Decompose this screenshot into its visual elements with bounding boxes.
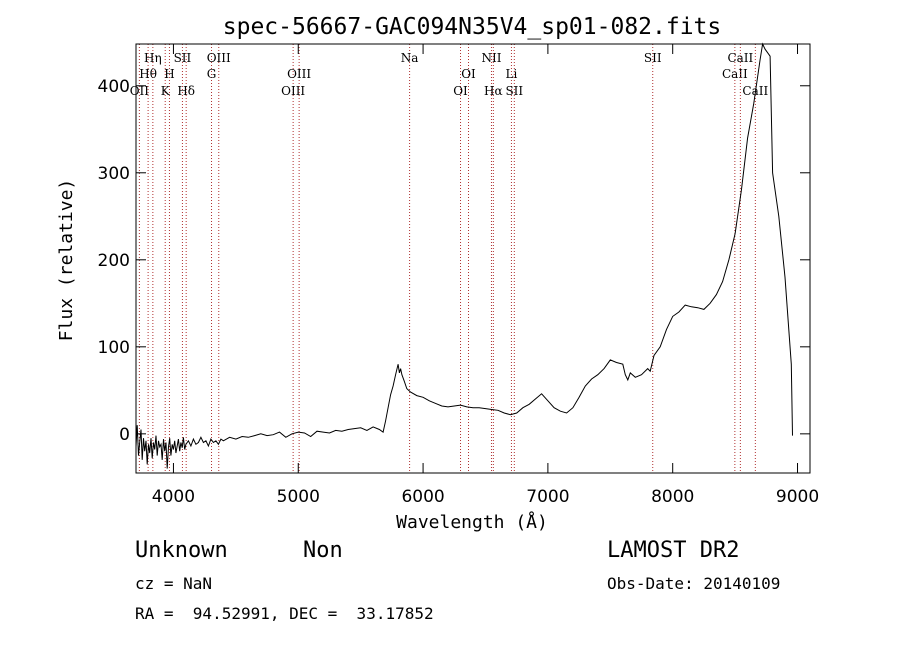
y-axis-label: Flux (relative) [56, 179, 77, 342]
marker-label-15: Hα [484, 84, 503, 98]
marker-label-6: Hδ [177, 84, 195, 98]
marker-label-1: Hη [144, 51, 162, 65]
marker-label-4: H [164, 67, 174, 81]
marker-label-13: OI [461, 67, 476, 81]
x-tick-label-5: 9000 [776, 487, 819, 507]
y-tick-label-0: 0 [119, 425, 130, 445]
survey-label: LAMOST DR2 [607, 538, 740, 563]
x-axis-ticks: 4000 5000 6000 7000 8000 9000 [152, 44, 819, 507]
x-tick-label-1: 5000 [277, 487, 320, 507]
spectral-line-markers: OIIHηHθKHSIIHδGOIIIOIIIOIIINaOIOINIIHαLi… [130, 44, 768, 473]
marker-label-14: NII [481, 51, 501, 65]
y-tick-label-3: 300 [98, 164, 130, 184]
class-label: Unknown [135, 538, 228, 563]
marker-label-9: OIII [281, 84, 305, 98]
marker-label-10: OIII [287, 67, 311, 81]
plot-frame [135, 43, 811, 474]
x-tick-label-2: 6000 [401, 487, 444, 507]
marker-label-7: G [207, 67, 217, 81]
marker-label-0: OII [130, 84, 150, 98]
marker-label-3: K [161, 84, 171, 98]
subclass-label: Non [303, 538, 343, 563]
y-tick-label-1: 100 [98, 338, 130, 358]
marker-label-16: Li [506, 67, 518, 81]
observation-date: Obs-Date: 20140109 [607, 574, 781, 593]
marker-label-11: Na [401, 51, 419, 65]
y-tick-label-2: 200 [98, 251, 130, 271]
chart-title: spec-56667-GAC094N35V4_sp01-082.fits [223, 14, 722, 40]
marker-label-12: OI [453, 84, 468, 98]
x-axis-label: Wavelength (Å) [396, 511, 548, 533]
x-tick-label-3: 7000 [526, 487, 569, 507]
marker-label-17: SII [505, 84, 523, 98]
marker-label-20: CaII [727, 51, 753, 65]
spectrum-series-line [135, 42, 793, 469]
coordinates-text: RA = 94.52991, DEC = 33.17852 [135, 604, 434, 623]
y-tick-label-4: 400 [98, 77, 130, 97]
marker-label-2: Hθ [139, 67, 157, 81]
redshift-text: cz = NaN [135, 574, 213, 593]
marker-label-8: OIII [207, 51, 231, 65]
marker-label-5: SII [174, 51, 192, 65]
y-axis-ticks: 0 100 200 300 400 [98, 77, 810, 445]
x-tick-label-4: 8000 [651, 487, 694, 507]
x-tick-label-0: 4000 [152, 487, 195, 507]
marker-label-19: CaII [722, 67, 748, 81]
marker-label-18: SII [644, 51, 662, 65]
